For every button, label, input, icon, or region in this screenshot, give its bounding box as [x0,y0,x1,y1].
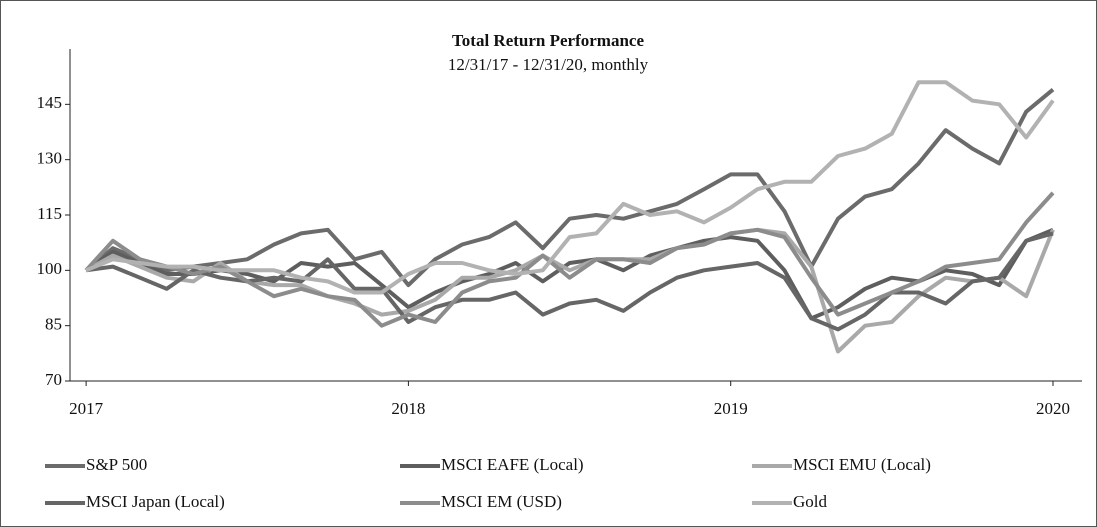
y-tick-label: 115 [37,204,62,223]
legend-label: MSCI EM (USD) [441,492,562,511]
y-tick-label: 100 [37,259,63,278]
legend-label: MSCI Japan (Local) [86,492,225,511]
y-tick-label: 70 [45,370,62,389]
y-tick-label: 145 [37,93,63,112]
x-tick-label: 2019 [714,399,748,418]
chart-subtitle: 12/31/17 - 12/31/20, monthly [448,55,649,74]
legend-label: Gold [793,492,828,511]
series-line [85,80,1055,295]
x-tick-label: 2018 [391,399,425,418]
series-line [84,191,1055,328]
x-tick-label: 2017 [69,399,104,418]
legend-label: S&P 500 [86,455,147,474]
x-tick-label: 2020 [1036,399,1070,418]
y-tick-label: 130 [37,149,63,168]
series-line [84,88,1055,288]
legend-label: MSCI EAFE (Local) [441,455,584,474]
series-line [84,227,1054,321]
chart-title: Total Return Performance [452,31,644,50]
legend-label: MSCI EMU (Local) [793,455,931,474]
y-tick-label: 85 [45,315,62,334]
